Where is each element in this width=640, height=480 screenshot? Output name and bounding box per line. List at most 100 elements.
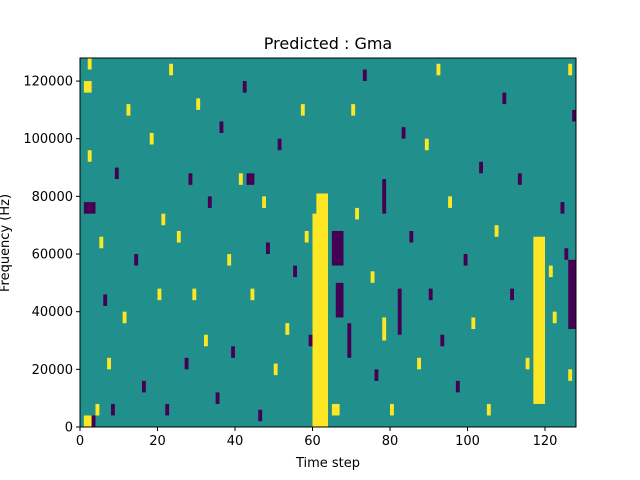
heatmap-cell-high	[494, 225, 499, 237]
plot-frame	[79, 57, 577, 428]
heatmap-cell-high	[424, 138, 429, 151]
heatmap-cell-high	[417, 357, 421, 370]
heatmap-cell-low	[277, 138, 282, 151]
heatmap-cell-high	[548, 265, 553, 278]
heatmap-cell-low	[215, 392, 220, 404]
heatmap-cell-high	[83, 415, 92, 427]
heatmap-cell-low	[428, 288, 433, 301]
heatmap-cell-low	[331, 230, 344, 266]
heatmap-cell-low	[362, 69, 367, 82]
heatmap-cell-low	[188, 173, 193, 185]
heatmap-cell-low	[231, 346, 235, 358]
heatmap-cell-high	[250, 288, 255, 301]
heatmap-cell-low	[335, 282, 344, 318]
heatmap-cell-low	[455, 380, 460, 393]
heatmap-cell-low	[397, 288, 402, 335]
y-tick-label: 0	[65, 421, 73, 436]
heatmap-cell-high	[355, 207, 359, 220]
heatmap-cell-high	[436, 63, 441, 76]
heatmap-cell-low	[142, 380, 146, 393]
heatmap-cell-high	[83, 81, 92, 93]
x-tick-label: 60	[304, 434, 321, 449]
y-tick-label: 100000	[23, 132, 73, 147]
heatmap-cell-low	[560, 202, 565, 214]
heatmap-cell-low	[246, 173, 255, 185]
x-tick-label: 100	[455, 434, 480, 449]
x-tick-label: 80	[382, 434, 399, 449]
x-axis: 0 20 40 60 80 100 120	[76, 427, 558, 449]
heatmap-cell-low	[382, 179, 387, 214]
heatmap-cell-low	[510, 288, 514, 301]
heatmap-cell-high	[390, 403, 394, 416]
x-tick-label: 0	[76, 434, 84, 449]
heatmap-cell-high	[176, 230, 181, 243]
heatmap-cell-high	[304, 230, 309, 243]
x-axis-label: Time step	[295, 456, 360, 471]
heatmap-cell-high	[351, 104, 356, 116]
heatmap-cell-high	[107, 357, 111, 370]
heatmap-cell-low	[83, 202, 96, 214]
heatmap-cell-high	[196, 98, 201, 110]
x-tick-label: 120	[533, 434, 558, 449]
heatmap-cell-high	[227, 254, 232, 266]
heatmap-cell-high	[204, 334, 208, 347]
plot-area	[79, 57, 577, 428]
heatmap-cell-high	[99, 236, 104, 249]
x-tick-label: 40	[227, 434, 244, 449]
heatmap-cell-low	[572, 109, 576, 122]
heatmap-cell-high	[126, 104, 131, 116]
heatmap-cell-low	[502, 92, 507, 105]
heatmap-cell-high	[157, 288, 162, 301]
heatmap-cell-high	[525, 357, 530, 370]
heatmap-cell-high	[95, 403, 100, 416]
heatmap-cell-low	[266, 242, 270, 255]
heatmap-cell-high	[370, 271, 375, 283]
heatmap-cell-high	[285, 323, 290, 335]
heatmap-cell-low	[165, 403, 170, 416]
heatmap-cell-low	[91, 415, 96, 427]
y-tick-label: 60000	[32, 248, 73, 263]
y-tick-label: 40000	[32, 305, 73, 320]
heatmap-cell-low	[517, 173, 522, 185]
heatmap-cell-high	[149, 132, 154, 145]
heatmap-cell-low	[308, 334, 313, 347]
y-tick-label: 120000	[23, 75, 73, 90]
heatmap-cell-high	[471, 317, 476, 329]
heatmap-cell-high	[192, 288, 197, 301]
heatmap-cell-high	[552, 311, 557, 324]
heatmap-cell-high	[262, 196, 266, 208]
heatmap-cell-low	[207, 196, 212, 208]
heatmap-cell-low	[409, 230, 414, 243]
heatmap-cell-high	[486, 403, 491, 416]
heatmap-cell-high	[273, 363, 278, 376]
heatmap-cell-low	[568, 259, 576, 329]
heatmap-cell-high	[331, 403, 340, 416]
heatmap-cell-high	[238, 173, 243, 185]
heatmap-cell-low	[258, 409, 263, 422]
heatmap-cell-high	[316, 193, 328, 427]
heatmap-cell-low	[401, 127, 406, 139]
heatmap-cell-low	[103, 294, 108, 306]
heatmap-cell-low	[184, 357, 189, 370]
y-axis: 0 20000 40000 60000 80000 100000 120000	[23, 75, 80, 436]
heatmap-cell-low	[134, 254, 139, 266]
heatmap-cell-high	[448, 196, 452, 208]
heatmap-cell-high	[382, 317, 387, 341]
heatmap-cell-high	[87, 58, 92, 70]
heatmap-cell-high	[161, 213, 166, 226]
heatmap-cell-high	[169, 63, 173, 76]
heatmap-cell-high	[568, 369, 573, 381]
heatmap-cell-high	[568, 63, 573, 76]
heatmap-cell-low	[219, 121, 224, 133]
heatmap-cell-low	[347, 323, 352, 358]
heatmap-cell-high	[300, 104, 305, 116]
heatmap-cells	[83, 58, 576, 427]
heatmap-cell-low	[114, 167, 119, 180]
heatmap-cell-high	[87, 150, 92, 162]
heatmap-cell-low	[479, 161, 483, 174]
heatmap-cell-low	[293, 265, 297, 278]
heatmap-cell-low	[242, 81, 247, 93]
heatmap-cell-low	[564, 248, 569, 260]
x-tick-label: 20	[149, 434, 166, 449]
